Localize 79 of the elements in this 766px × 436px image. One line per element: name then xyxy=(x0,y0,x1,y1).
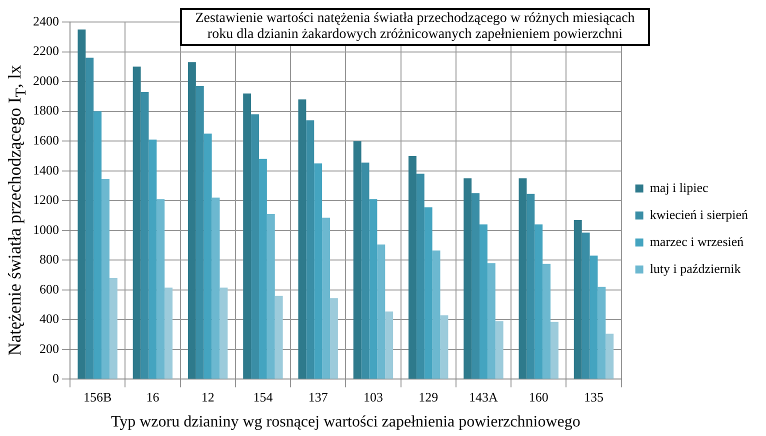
y-tick-label: 1400 xyxy=(33,162,59,178)
bar xyxy=(188,62,196,379)
bar xyxy=(408,156,416,379)
x-tick-label: 143A xyxy=(469,389,499,404)
y-tick-label: 800 xyxy=(40,252,59,267)
y-tick-label: 2000 xyxy=(33,72,59,88)
y-tick-label: 2200 xyxy=(33,43,59,58)
bar xyxy=(440,315,448,379)
bar xyxy=(495,321,504,379)
bar xyxy=(542,264,551,379)
bar xyxy=(369,199,378,379)
bar xyxy=(464,178,472,379)
bar xyxy=(377,244,386,379)
x-tick-label: 129 xyxy=(418,389,438,404)
bar xyxy=(385,311,394,379)
x-tick-label: 137 xyxy=(308,389,328,404)
bar xyxy=(204,134,212,379)
y-tick-label: 1000 xyxy=(33,222,59,237)
bar xyxy=(94,111,102,379)
bar xyxy=(212,198,220,379)
x-tick-label: 12 xyxy=(201,389,214,404)
legend-label: luty i październik xyxy=(650,260,742,276)
bar xyxy=(590,256,598,379)
x-tick-label: 135 xyxy=(584,389,604,404)
bar xyxy=(266,214,275,379)
legend-label: maj i lipiec xyxy=(650,180,709,195)
bar xyxy=(78,29,86,379)
y-tick-label: 1600 xyxy=(33,132,59,148)
y-tick-label: 200 xyxy=(40,340,59,356)
x-tick-label: 154 xyxy=(253,389,274,404)
bar xyxy=(424,207,432,379)
x-tick-label: 103 xyxy=(363,389,383,404)
bar xyxy=(86,58,94,379)
bar xyxy=(526,194,535,379)
y-tick-label: 2400 xyxy=(33,13,59,28)
bar xyxy=(220,288,228,379)
x-axis-title: Typ wzoru dzianiny wg rosnącej wartości zapełnienia powierzchniowego xyxy=(110,414,580,431)
bar xyxy=(353,141,362,379)
y-tick-label: 1200 xyxy=(33,192,59,208)
bar xyxy=(274,296,283,379)
bar xyxy=(606,334,614,379)
legend-label: kwiecień i sierpień xyxy=(650,206,748,222)
bar xyxy=(243,93,252,379)
y-tick-label: 600 xyxy=(40,281,59,296)
bar xyxy=(196,86,204,379)
bar xyxy=(306,120,314,379)
bar xyxy=(298,99,306,379)
bar xyxy=(487,263,496,379)
bar xyxy=(518,178,527,379)
bar xyxy=(330,298,338,379)
bar xyxy=(156,199,165,379)
bar xyxy=(109,278,118,379)
bar xyxy=(361,162,370,379)
bar xyxy=(314,163,322,379)
bar xyxy=(148,140,157,379)
bar xyxy=(534,224,543,379)
legend-label: marzec i wrzesień xyxy=(650,234,744,249)
bar xyxy=(472,193,480,379)
bar xyxy=(132,66,141,379)
bar xyxy=(582,232,590,379)
bar xyxy=(550,322,558,379)
bar xyxy=(574,220,582,379)
bar xyxy=(251,114,259,379)
bar xyxy=(164,288,173,379)
chart-title: Zestawienie wartości natężenia światła przechodzącego w różnych miesiącach roku dla dzianin żakardowych zróżnicowanych zapełnieniem powierzchni xyxy=(180,8,650,46)
bar xyxy=(322,218,330,379)
y-tick-label: 400 xyxy=(40,311,59,326)
x-tick-label: 156B xyxy=(83,389,112,404)
bar xyxy=(480,224,488,379)
x-tick-label: 16 xyxy=(146,389,160,404)
bar xyxy=(258,158,267,379)
y-tick-label: 0 xyxy=(52,370,59,386)
y-tick-label: 1800 xyxy=(33,102,59,118)
bar xyxy=(140,92,149,379)
bar xyxy=(416,174,424,379)
bar xyxy=(598,286,606,379)
x-tick-label: 160 xyxy=(528,389,548,404)
bar xyxy=(102,179,110,379)
bar xyxy=(432,250,440,379)
